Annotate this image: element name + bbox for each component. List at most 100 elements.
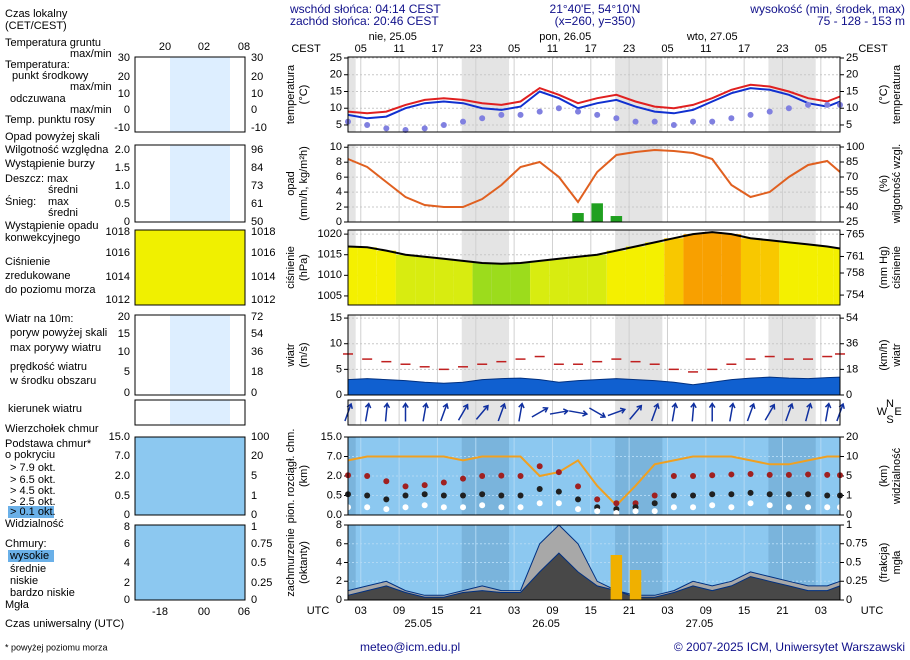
- series-bar: [610, 555, 623, 600]
- pressure-column: [721, 234, 741, 305]
- x2-tick-label: 17: [431, 43, 443, 55]
- pressure-line: [347, 231, 841, 265]
- y-tick-label: 20: [330, 69, 342, 81]
- wind-arrow: [569, 410, 589, 417]
- wind-arrow: [422, 402, 429, 422]
- mini-tick-label: 10: [251, 88, 263, 100]
- series-dot: [364, 473, 371, 479]
- panel-frame: [347, 229, 841, 306]
- series-dot: [364, 492, 371, 499]
- y2-tick-label: 1: [846, 489, 852, 501]
- series-dot: [536, 108, 543, 115]
- mini-frame: [134, 399, 246, 426]
- series-dot: [555, 469, 562, 476]
- y2-tick-label: 15: [846, 85, 858, 97]
- y-tick-label: 2: [336, 201, 342, 213]
- legend-label: Wilgotność względna: [5, 144, 109, 156]
- series-dot: [364, 504, 371, 511]
- series-dot: [594, 496, 601, 503]
- series-line: [347, 83, 841, 115]
- pressure-column: [510, 262, 531, 305]
- legend-label: Deszcz: max: [5, 173, 68, 185]
- series-dot: [709, 491, 716, 498]
- y-tick-label: 15: [330, 312, 342, 324]
- legend-label: średni: [48, 207, 78, 219]
- wind-arrow: [708, 402, 716, 422]
- series-dot: [421, 482, 428, 489]
- mini-tick-label: 4: [124, 557, 130, 569]
- y2-tick-label: 5: [846, 119, 852, 131]
- series-dot: [440, 492, 447, 499]
- x-tick-label: 09: [700, 605, 712, 617]
- series-dot: [728, 471, 735, 478]
- series-line: [347, 87, 841, 120]
- legend-label: Podstawa chmur*: [5, 438, 92, 450]
- mini-panel: [135, 230, 245, 305]
- y2-tick-label: 40: [846, 201, 858, 213]
- legend-label: > 0.1 okt.: [10, 506, 56, 518]
- mini-tick-label: 0.5: [115, 198, 130, 210]
- y-tick-label: 15: [330, 85, 342, 97]
- pressure-column: [453, 260, 473, 305]
- mini-frame: [134, 56, 246, 133]
- pressure-column: [395, 254, 416, 305]
- y-axis-label: opad: [285, 171, 297, 195]
- mini-tick-label: 0: [251, 387, 257, 399]
- series-dot: [460, 504, 467, 511]
- mini-tick-label: 0.25: [251, 577, 272, 589]
- pressure-column: [472, 262, 492, 305]
- series-dot: [517, 473, 524, 479]
- panel-frame: [347, 399, 841, 426]
- mini-tick-label: 1016: [106, 247, 130, 259]
- wind-arrow: [589, 407, 607, 419]
- wind-arrow: [629, 404, 643, 420]
- legend-label: Mgła: [5, 599, 30, 611]
- y2-tick-label: 754: [846, 289, 864, 301]
- y2-axis-label: (mm Hg): [878, 246, 890, 289]
- y-axis-label: zachmurzenie: [285, 528, 297, 596]
- legend-label: * powyżej poziomu morza: [5, 642, 108, 652]
- mini-tick-label: 0: [124, 216, 130, 228]
- series-dot: [498, 111, 505, 118]
- compass-letter: E: [894, 406, 901, 418]
- mini-tick-label: 15.0: [109, 431, 130, 443]
- mini-top-tick: 02: [198, 41, 210, 53]
- x2-tick-label: 17: [585, 43, 597, 55]
- x2-tick-label: 17: [738, 43, 750, 55]
- series-dot: [766, 502, 773, 509]
- legend-label: Chmury:: [5, 538, 47, 550]
- mini-tick-label: 0: [251, 594, 257, 606]
- sunset: zachód słońca: 20:46 CEST: [290, 14, 439, 28]
- wind-arrow: [785, 402, 794, 422]
- series-area: [347, 376, 841, 396]
- series-dot: [460, 118, 467, 125]
- copyright: © 2007-2025 ICM, Uniwersytet Warszawski: [674, 640, 905, 654]
- series-dot: [575, 506, 582, 513]
- wind-arrow: [690, 402, 697, 422]
- y2-axis-label: temperatura: [891, 64, 903, 124]
- series-dot: [766, 471, 773, 478]
- night-band: [348, 437, 356, 515]
- night-band: [348, 145, 356, 222]
- series-dot: [594, 508, 601, 515]
- legend-label: zredukowane: [5, 270, 70, 282]
- mini-top-tick: 20: [159, 41, 171, 53]
- y-tick-label: 5: [336, 363, 342, 375]
- legend-label: do poziomu morza: [5, 284, 96, 296]
- mini-tick-label: 0: [124, 509, 130, 521]
- mini-tick-label: 1018: [106, 226, 130, 238]
- mini-tick-label: 0: [124, 594, 130, 606]
- series-dot: [728, 504, 735, 511]
- mini-tick-label: 0: [124, 387, 130, 399]
- series-dot: [690, 473, 697, 479]
- mini-tick-label: 2: [124, 577, 130, 589]
- x-tick-label: 15: [585, 605, 597, 617]
- series-dot: [517, 492, 524, 499]
- wind-arrow: [475, 404, 489, 420]
- x2-tick-label: 11: [547, 43, 558, 55]
- series-dot: [575, 483, 582, 490]
- y2-tick-label: 765: [846, 228, 864, 240]
- pressure-column: [683, 234, 703, 305]
- pressure-column: [357, 247, 377, 305]
- mini-tick-label: 61: [251, 198, 263, 210]
